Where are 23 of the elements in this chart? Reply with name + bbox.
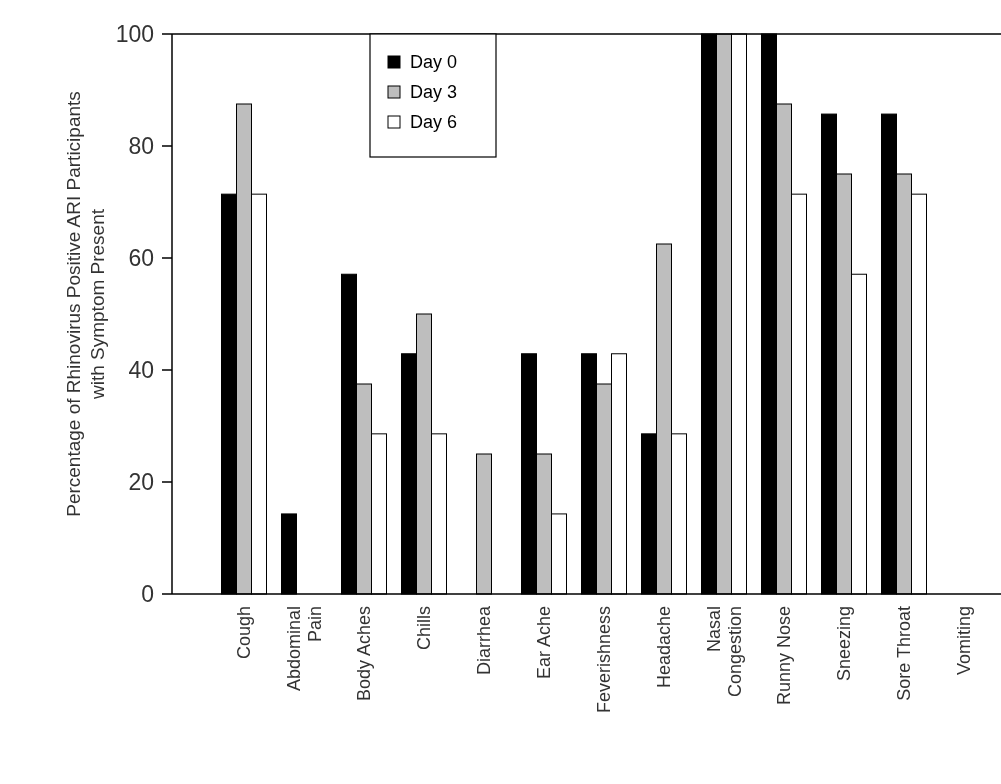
x-tick-label: Sneezing bbox=[834, 606, 855, 682]
x-tick-label: Feverishness bbox=[594, 606, 615, 714]
x-tick-label: Body Aches bbox=[354, 606, 375, 702]
y-tick-label: 20 bbox=[128, 469, 154, 496]
y-tick-label: 40 bbox=[128, 357, 154, 384]
x-tick-label: Chills bbox=[414, 606, 435, 651]
x-tick-label: Vomiting bbox=[954, 606, 975, 676]
y-axis-title: Percentage of Rhinovirus Positive ARI Participants with Symptom Present bbox=[63, 91, 108, 517]
y-tick-label: 0 bbox=[141, 581, 154, 608]
x-tick-label: Ear Ache bbox=[534, 606, 555, 680]
x-tick-label: Cough bbox=[234, 606, 255, 660]
x-tick-label: Sore Throat bbox=[894, 606, 915, 701]
legend-label: Day 0 bbox=[410, 52, 458, 73]
y-tick-label: 60 bbox=[128, 245, 154, 272]
legend-label: Day 3 bbox=[410, 82, 458, 103]
x-tick-label: Nasal Congestion bbox=[704, 606, 746, 698]
x-tick-label: Runny Nose bbox=[774, 606, 795, 706]
y-tick-label: 100 bbox=[115, 21, 154, 48]
x-tick-label: Headache bbox=[654, 606, 675, 689]
y-tick-label: 80 bbox=[128, 133, 154, 160]
legend-label: Day 6 bbox=[410, 112, 458, 133]
x-tick-label: Abdominal Pain bbox=[284, 606, 326, 692]
x-tick-label: Diarrhea bbox=[474, 605, 495, 676]
